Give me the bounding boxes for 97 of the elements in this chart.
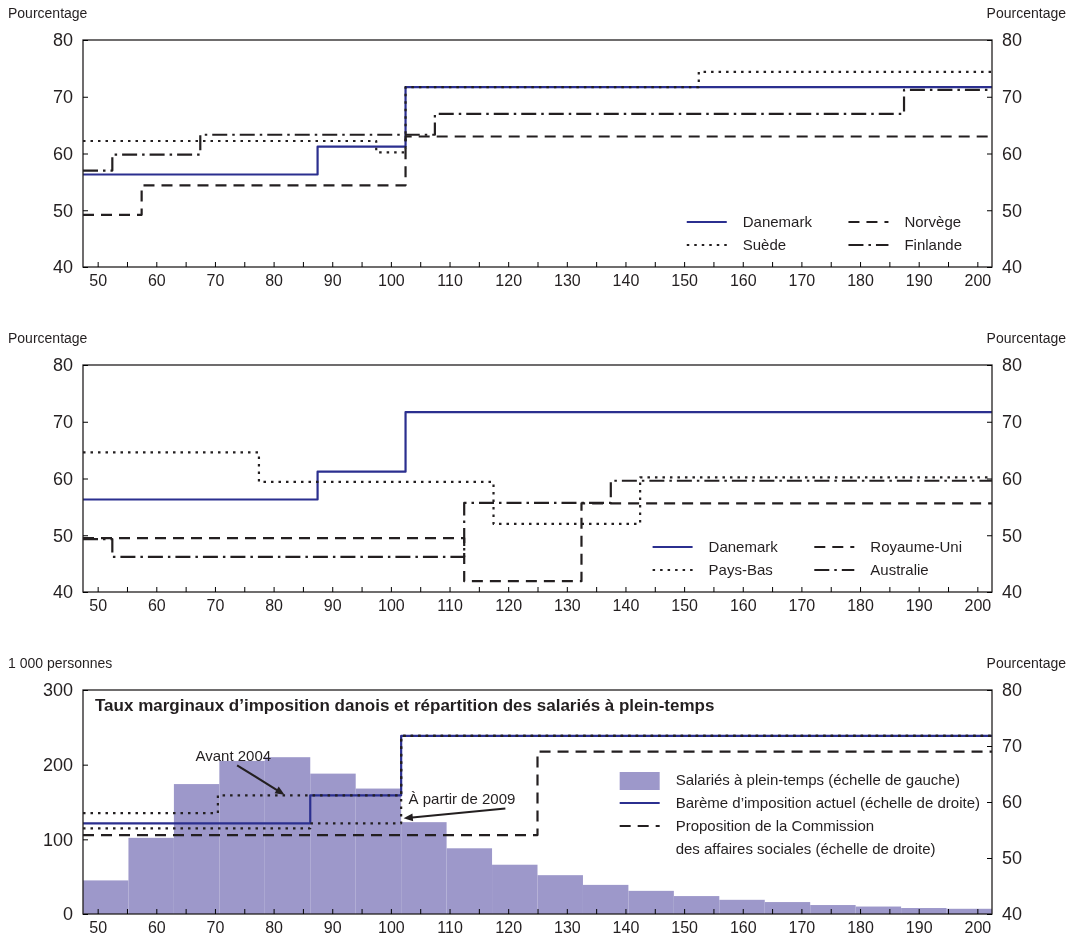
- annotation: Avant 2004: [195, 747, 272, 765]
- legend-label: Royaume-Uni: [870, 538, 962, 555]
- x-tick-label: 150: [671, 597, 699, 615]
- y2-tick-label: 40: [1002, 904, 1023, 925]
- x-tick-label: 80: [265, 597, 284, 615]
- y2-axis-title: Pourcentage: [986, 655, 1067, 671]
- x-tick-label: 140: [612, 919, 640, 935]
- y-tick-label: 60: [52, 143, 73, 164]
- x-tick-label: 170: [788, 597, 816, 615]
- x-tick-label: 60: [147, 272, 166, 290]
- legend-label: Pays-Bas: [708, 561, 773, 578]
- legend-label: Suède: [742, 236, 787, 253]
- y2-tick-label: 40: [1002, 257, 1023, 278]
- x-tick-label: 150: [671, 919, 699, 935]
- y2-tick-label: 80: [1002, 30, 1023, 51]
- y2-tick-label: 60: [1002, 792, 1023, 813]
- legend-label: Danemark: [742, 213, 813, 230]
- legend-label: Danemark: [708, 538, 779, 555]
- x-tick-label: 200: [964, 919, 992, 935]
- y-tick-label: 100: [42, 829, 73, 850]
- y2-tick-label: 60: [1002, 143, 1023, 164]
- legend-label: Barème d’imposition actuel (échelle de droite): [675, 794, 980, 811]
- y-tick-label: 50: [52, 525, 73, 546]
- x-tick-label: 130: [553, 272, 581, 290]
- x-tick-label: 90: [323, 919, 342, 935]
- x-tick-label: 200: [964, 272, 992, 290]
- x-tick-label: 80: [265, 919, 284, 935]
- x-tick-label: 100: [378, 597, 405, 615]
- x-tick-label: 180: [847, 597, 874, 615]
- y-tick-label: 0: [62, 904, 73, 925]
- legend-label: Norvège: [904, 213, 962, 230]
- legend-label: Finlande: [904, 236, 962, 253]
- y2-tick-label: 50: [1002, 525, 1023, 546]
- x-tick-label: 70: [206, 597, 225, 615]
- y-tick-label: 80: [52, 355, 73, 376]
- x-tick-label: 60: [147, 919, 166, 935]
- x-tick-label: 80: [265, 272, 284, 290]
- x-tick-label: 170: [788, 919, 816, 935]
- y2-tick-label: 50: [1002, 848, 1023, 869]
- x-tick-label: 50: [89, 597, 108, 615]
- x-tick-label: 180: [847, 272, 874, 290]
- x-tick-label: 180: [847, 919, 874, 935]
- y-tick-label: 70: [52, 87, 73, 108]
- legend-label: Proposition de la Commission des affaires sociales (échelle de droite): [675, 817, 936, 857]
- y-tick-label: 60: [52, 468, 73, 489]
- y-axis-title: Pourcentage: [8, 330, 88, 346]
- x-tick-label: 160: [729, 597, 757, 615]
- x-tick-label: 190: [905, 597, 933, 615]
- x-tick-label: 150: [671, 272, 699, 290]
- y-axis-title: 1 000 personnes: [8, 655, 113, 671]
- y2-tick-label: 40: [1002, 582, 1023, 603]
- y2-axis-title: Pourcentage: [986, 330, 1067, 346]
- chart-title: Taux marginaux d’imposition danois et répartition des salariés à plein-temps: [95, 696, 715, 715]
- x-tick-label: 130: [553, 919, 581, 935]
- y2-tick-label: 70: [1002, 412, 1023, 433]
- y2-tick-label: 70: [1002, 736, 1023, 757]
- y-axis-title: Pourcentage: [8, 5, 88, 21]
- x-tick-label: 140: [612, 597, 640, 615]
- y-tick-label: 80: [52, 30, 73, 51]
- y-tick-label: 50: [52, 200, 73, 221]
- y-tick-label: 40: [52, 582, 73, 603]
- x-tick-label: 90: [323, 272, 342, 290]
- legend-label: Australie: [870, 561, 929, 578]
- x-tick-label: 70: [206, 272, 225, 290]
- y2-axis-title: Pourcentage: [986, 5, 1067, 21]
- x-tick-label: 70: [206, 919, 225, 935]
- x-tick-label: 110: [437, 919, 463, 935]
- x-tick-label: 90: [323, 597, 342, 615]
- x-tick-label: 120: [495, 919, 523, 935]
- x-tick-label: 160: [729, 272, 757, 290]
- y2-tick-label: 70: [1002, 87, 1023, 108]
- x-tick-label: 100: [378, 272, 405, 290]
- x-tick-label: 60: [147, 597, 166, 615]
- y2-tick-label: 50: [1002, 200, 1023, 221]
- y2-tick-label: 80: [1002, 680, 1023, 701]
- x-tick-label: 100: [378, 919, 405, 935]
- y2-tick-label: 60: [1002, 468, 1023, 489]
- x-tick-label: 190: [905, 272, 933, 290]
- x-tick-label: 50: [89, 272, 108, 290]
- x-tick-label: 160: [729, 919, 757, 935]
- x-tick-label: 200: [964, 597, 992, 615]
- x-tick-label: 120: [495, 272, 523, 290]
- legend-label: Salariés à plein-temps (échelle de gauche): [675, 771, 960, 788]
- y-tick-label: 200: [42, 754, 73, 775]
- x-tick-label: 110: [437, 272, 463, 290]
- x-tick-label: 130: [553, 597, 581, 615]
- y-tick-label: 300: [42, 680, 73, 701]
- x-tick-label: 140: [612, 272, 640, 290]
- x-tick-label: 190: [905, 919, 933, 935]
- x-tick-label: 120: [495, 597, 523, 615]
- annotation: À partir de 2009: [408, 790, 516, 808]
- y-tick-label: 70: [52, 412, 73, 433]
- y-tick-label: 40: [52, 257, 73, 278]
- x-tick-label: 50: [89, 919, 108, 935]
- x-tick-label: 110: [437, 597, 463, 615]
- y2-tick-label: 80: [1002, 355, 1023, 376]
- x-tick-label: 170: [788, 272, 816, 290]
